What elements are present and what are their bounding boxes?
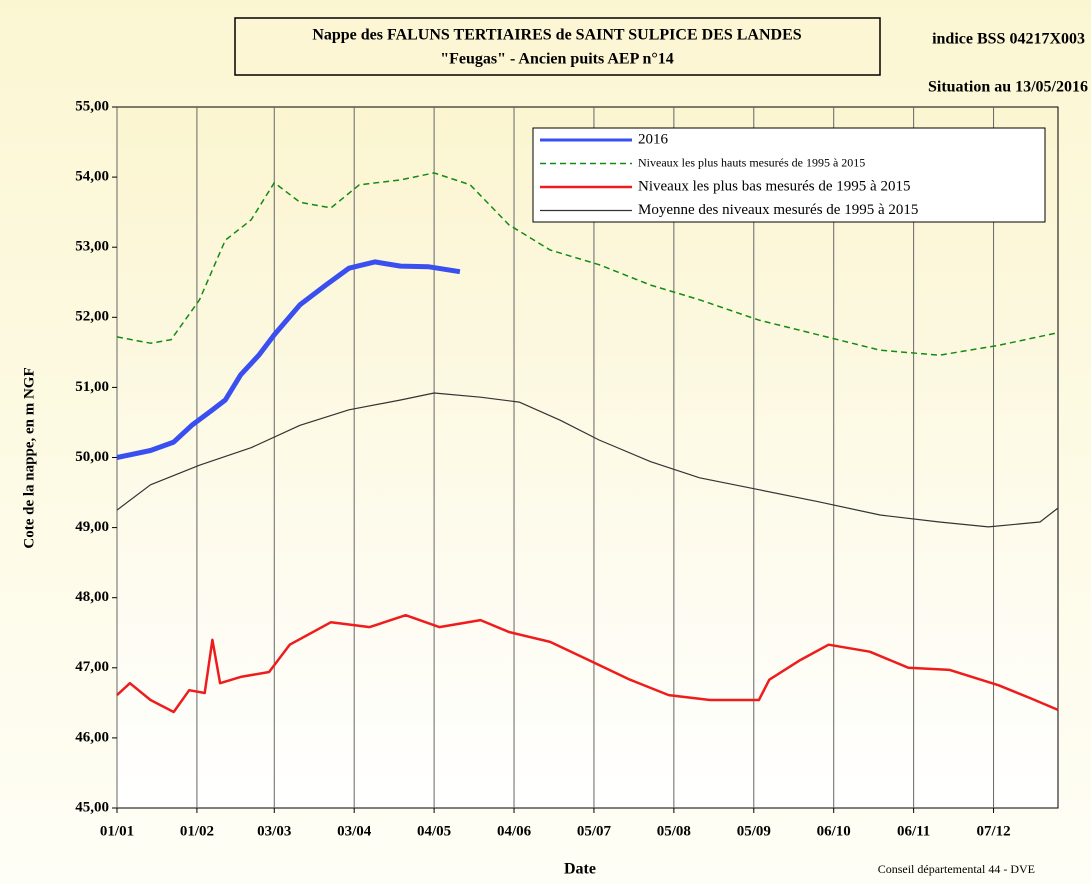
x-tick-label: 06/11 xyxy=(897,823,930,839)
x-tick-label: 05/08 xyxy=(657,823,691,839)
x-tick-label: 01/01 xyxy=(100,823,134,839)
series-line xyxy=(116,172,1059,356)
x-tick-label: 03/04 xyxy=(337,823,372,839)
y-tick-label: 45,00 xyxy=(75,799,109,815)
y-tick-label: 51,00 xyxy=(75,379,109,395)
x-tick-label: 07/12 xyxy=(976,823,1010,839)
x-tick-label: 05/07 xyxy=(577,823,612,839)
series-layer xyxy=(116,172,1059,714)
y-tick-label: 54,00 xyxy=(75,169,109,185)
situation-date: Situation au 13/05/2016 xyxy=(928,79,1088,96)
legend-label: Niveaux les plus hauts mesurés de 1995 à… xyxy=(638,155,865,169)
y-tick-label: 47,00 xyxy=(75,659,109,675)
station-id: indice BSS 04217X003 xyxy=(932,31,1085,48)
footer: Conseil départemental 44 - DVE xyxy=(878,862,1035,876)
y-tick-label: 55,00 xyxy=(75,98,109,114)
y-axis-label: Cote de la nappe, en m NGF xyxy=(21,367,37,548)
chart-title: Nappe des FALUNS TERTIAIRES de SAINT SUL… xyxy=(312,27,801,44)
x-tick-label: 05/09 xyxy=(737,823,771,839)
grid: 01/01 01/02 03/03 03/04 04/05 04/06 05/07 05/08… xyxy=(75,98,1010,839)
y-tick-label: 48,00 xyxy=(75,589,109,605)
legend-label: 2016 xyxy=(638,131,669,147)
x-tick-label: 06/10 xyxy=(817,823,851,839)
x-tick-label: 01/02 xyxy=(180,823,214,839)
legend-label: Moyenne des niveaux mesurés de 1995 à 20… xyxy=(638,202,918,218)
x-tick-label: 03/03 xyxy=(257,823,291,839)
x-tick-label: 04/06 xyxy=(497,823,532,839)
chart-subtitle: "Feugas" - Ancien puits AEP n°14 xyxy=(440,51,674,68)
x-axis-label: Date xyxy=(564,861,596,878)
y-tick-label: 50,00 xyxy=(75,449,109,465)
y-tick-label: 52,00 xyxy=(75,309,109,325)
legend-box xyxy=(532,127,1046,223)
series-line xyxy=(116,259,461,460)
y-tick-label: 53,00 xyxy=(75,239,109,255)
x-tick-label: 04/05 xyxy=(417,823,451,839)
y-tick-label: 46,00 xyxy=(75,729,109,745)
title-box xyxy=(234,17,881,76)
legend: 2016 Niveaux les plus hauts mesurés de 19… xyxy=(540,131,918,218)
series-line xyxy=(116,392,1059,528)
legend-label: Niveaux les plus bas mesurés de 1995 à 2… xyxy=(638,178,910,194)
y-tick-label: 49,00 xyxy=(75,519,109,535)
series-line xyxy=(116,613,1059,714)
